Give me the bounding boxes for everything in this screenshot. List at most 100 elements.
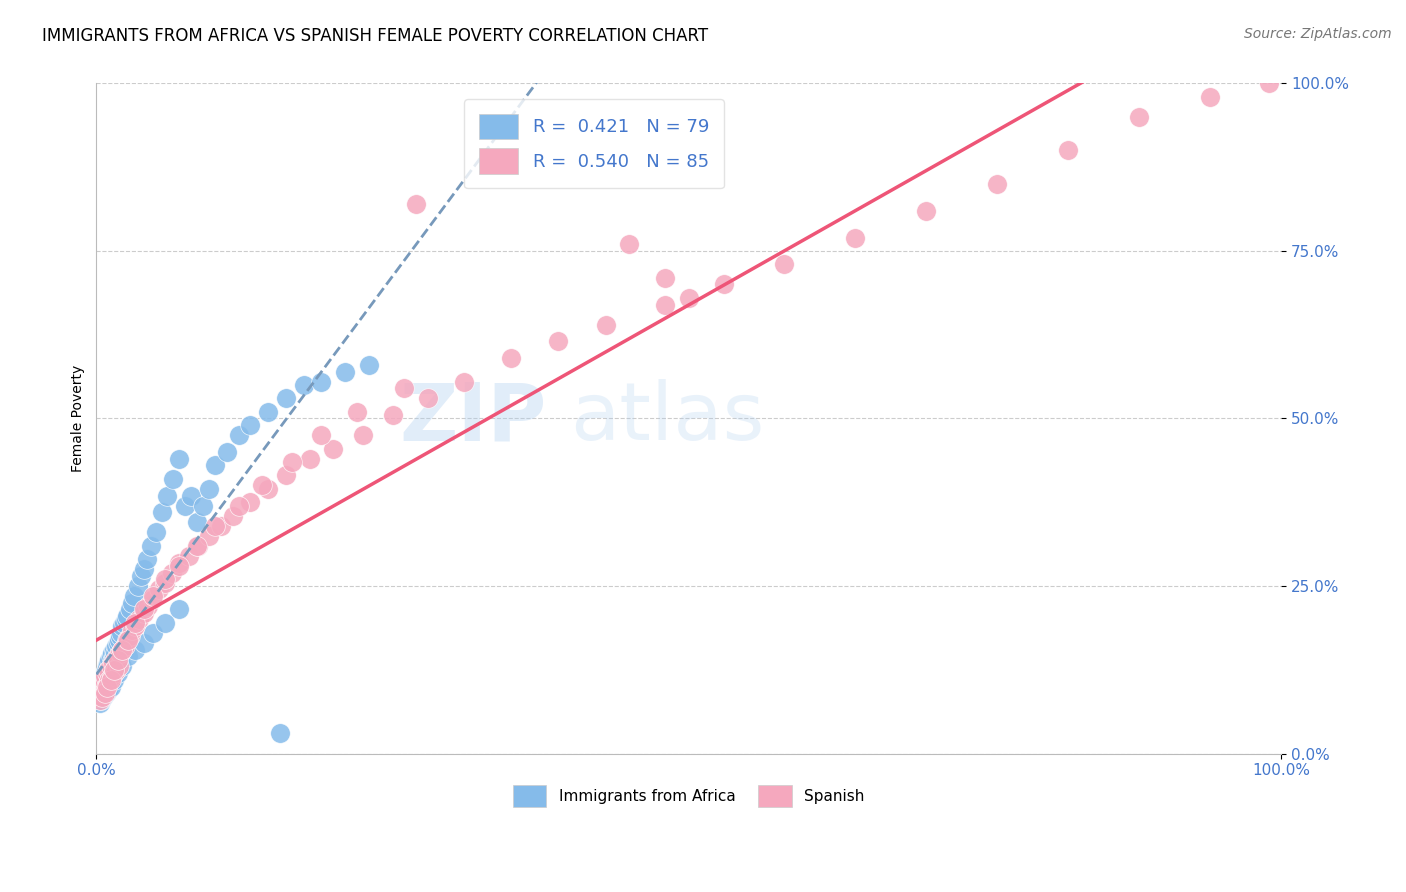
Point <box>187 539 209 553</box>
Point <box>100 663 122 677</box>
Point <box>121 623 143 637</box>
Point <box>148 582 170 597</box>
Point <box>914 203 936 218</box>
Point <box>1258 77 1281 91</box>
Point <box>132 606 155 620</box>
Point <box>499 351 522 366</box>
Point <box>97 676 120 690</box>
Point <box>104 646 127 660</box>
Point <box>145 525 167 540</box>
Point <box>169 558 191 573</box>
Point <box>416 392 439 406</box>
Point <box>107 649 129 664</box>
Point <box>108 646 131 660</box>
Point <box>100 659 122 673</box>
Point <box>97 656 120 670</box>
Point <box>204 458 226 473</box>
Point <box>228 428 250 442</box>
Point <box>333 365 356 379</box>
Point <box>103 649 125 664</box>
Point <box>117 632 139 647</box>
Point <box>111 659 134 673</box>
Point <box>94 676 117 690</box>
Point <box>91 690 114 704</box>
Point <box>115 613 138 627</box>
Point <box>112 615 135 630</box>
Point <box>87 686 110 700</box>
Point <box>118 629 141 643</box>
Point <box>198 482 221 496</box>
Point <box>142 626 165 640</box>
Point <box>96 680 118 694</box>
Point <box>90 693 112 707</box>
Point <box>136 552 159 566</box>
Point <box>150 505 173 519</box>
Point <box>174 499 197 513</box>
Point <box>292 378 315 392</box>
Point <box>177 549 200 563</box>
Point <box>209 518 232 533</box>
Point <box>139 539 162 553</box>
Point <box>94 686 117 700</box>
Point <box>311 375 333 389</box>
Point <box>274 392 297 406</box>
Point <box>108 659 131 673</box>
Point <box>100 673 122 687</box>
Point <box>127 579 149 593</box>
Point <box>239 418 262 433</box>
Point <box>107 636 129 650</box>
Point <box>97 669 120 683</box>
Point <box>381 408 404 422</box>
Point <box>198 529 221 543</box>
Point <box>101 656 124 670</box>
Point <box>311 428 333 442</box>
Point <box>100 669 122 683</box>
Point <box>228 499 250 513</box>
Point <box>124 642 146 657</box>
Text: IMMIGRANTS FROM AFRICA VS SPANISH FEMALE POVERTY CORRELATION CHART: IMMIGRANTS FROM AFRICA VS SPANISH FEMALE… <box>42 27 709 45</box>
Point <box>98 673 121 687</box>
Point <box>1056 144 1078 158</box>
Point <box>91 673 114 687</box>
Point <box>97 682 120 697</box>
Point <box>180 489 202 503</box>
Point <box>654 270 676 285</box>
Point <box>298 451 321 466</box>
Point <box>257 482 280 496</box>
Point <box>986 177 1008 191</box>
Point <box>153 575 176 590</box>
Y-axis label: Female Poverty: Female Poverty <box>72 365 86 472</box>
Text: Source: ZipAtlas.com: Source: ZipAtlas.com <box>1244 27 1392 41</box>
Point <box>91 676 114 690</box>
Point <box>352 428 374 442</box>
Point <box>654 297 676 311</box>
Point <box>89 682 111 697</box>
Point <box>186 539 208 553</box>
Point <box>453 375 475 389</box>
Point <box>844 230 866 244</box>
Text: ZIP: ZIP <box>399 379 547 458</box>
Point <box>111 642 134 657</box>
Point <box>94 680 117 694</box>
Point <box>89 693 111 707</box>
Point <box>108 629 131 643</box>
Point <box>115 609 138 624</box>
Point <box>169 602 191 616</box>
Point <box>131 569 153 583</box>
Point <box>281 455 304 469</box>
Point <box>103 673 125 687</box>
Point <box>90 680 112 694</box>
Point <box>1199 90 1222 104</box>
Point <box>118 602 141 616</box>
Point <box>153 615 176 630</box>
Point <box>105 640 128 654</box>
Point <box>86 690 108 704</box>
Point <box>169 556 191 570</box>
Point <box>100 659 122 673</box>
Point <box>713 277 735 292</box>
Point <box>107 666 129 681</box>
Point <box>98 653 121 667</box>
Point <box>93 682 115 697</box>
Point <box>115 632 138 647</box>
Point <box>547 334 569 349</box>
